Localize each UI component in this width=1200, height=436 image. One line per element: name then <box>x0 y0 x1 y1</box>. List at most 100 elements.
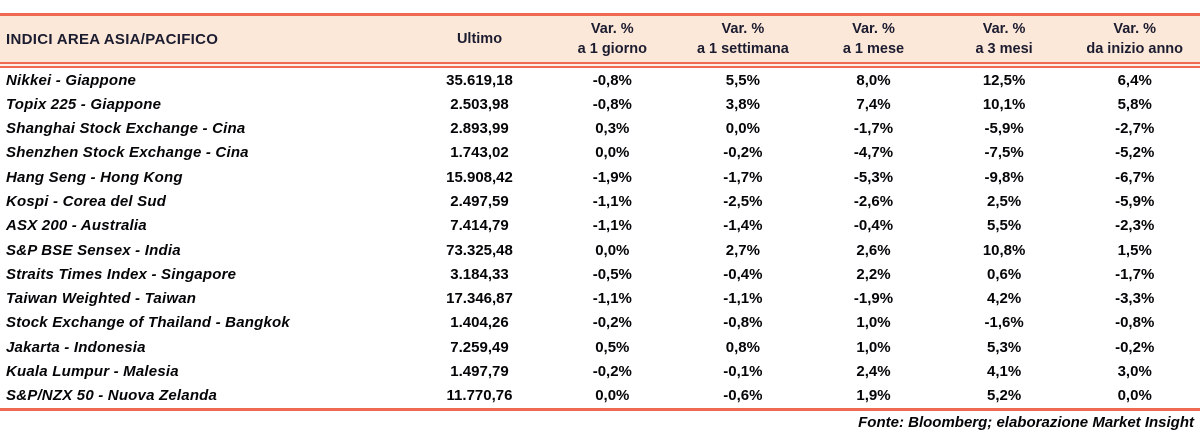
ultimo-cell: 2.893,99 <box>450 120 509 138</box>
var-1m-cell: 8,0% <box>856 71 891 89</box>
var-1w-cell: -0,6% <box>723 387 763 405</box>
table-bottom-border <box>0 408 1200 411</box>
column-header-var-1m: Var. % a 1 mese <box>808 19 939 59</box>
var-1d-cell: 0,5% <box>595 338 630 356</box>
var-ytd-cell: 1,5% <box>1117 241 1152 259</box>
index-name-cell: Hang Seng - Hong Kong <box>6 168 183 186</box>
index-name-cell: Kuala Lumpur - Malesia <box>6 363 179 381</box>
ultimo-cell: 1.497,79 <box>450 363 509 381</box>
ultimo-cell: 17.346,87 <box>446 290 513 308</box>
var-ytd-cell: -0,2% <box>1115 338 1155 356</box>
var-ytd-cell: 3,0% <box>1117 363 1152 381</box>
var-ytd-cell: 5,8% <box>1117 95 1152 113</box>
index-name-cell: ASX 200 - Australia <box>6 217 147 235</box>
var-ytd-cell: -2,3% <box>1115 217 1155 235</box>
var-3m-cell: -9,8% <box>984 168 1024 186</box>
var-1w-cell: 5,5% <box>725 71 760 89</box>
table-row: S&P BSE Sensex - India 73.325,48 0,0% 2,… <box>0 238 1200 262</box>
var-period: a 1 giorno <box>577 41 647 57</box>
var-1d-cell: -1,9% <box>592 168 632 186</box>
var-1m-cell: -0,4% <box>853 217 894 235</box>
var-1w-cell: 3,8% <box>725 95 760 113</box>
var-3m-cell: 10,1% <box>982 95 1026 113</box>
var-3m-cell: -7,5% <box>984 144 1024 162</box>
var-1w-cell: 2,7% <box>725 241 760 259</box>
var-1d-cell: -1,1% <box>592 290 632 308</box>
var-1w-cell: -1,7% <box>723 168 763 186</box>
var-period: a 3 mesi <box>975 41 1033 57</box>
var-ytd-cell: 0,0% <box>1117 387 1152 405</box>
var-1d-cell: -0,2% <box>592 363 632 381</box>
var-1d-cell: -0,8% <box>592 95 632 113</box>
index-name-cell: S&P/NZX 50 - Nuova Zelanda <box>6 387 218 405</box>
var-3m-cell: 5,3% <box>986 338 1022 356</box>
var-ytd-cell: -6,7% <box>1115 168 1155 186</box>
var-1d-cell: -1,1% <box>592 193 632 211</box>
var-1w-cell: 0,8% <box>725 338 760 356</box>
var-1m-cell: -4,7% <box>853 144 894 162</box>
var-1w-cell: -0,2% <box>723 144 763 162</box>
var-ytd-cell: -1,7% <box>1115 265 1155 283</box>
var-label: Var. % <box>982 21 1026 37</box>
table-row: Stock Exchange of Thailand - Bangkok 1.4… <box>0 311 1200 335</box>
table-body: Nikkei - Giappone 35.619,18 -0,8% 5,5% 8… <box>0 68 1200 408</box>
var-3m-cell: 2,5% <box>986 193 1022 211</box>
var-period: a 1 settimana <box>696 41 789 57</box>
column-header-var-1w: Var. % a 1 settimana <box>678 19 809 59</box>
var-1d-cell: 0,0% <box>595 387 630 405</box>
table-row: Hang Seng - Hong Kong 15.908,42 -1,9% -1… <box>0 165 1200 189</box>
index-name-cell: Shanghai Stock Exchange - Cina <box>6 120 246 138</box>
var-3m-cell: -1,6% <box>984 314 1024 332</box>
var-3m-cell: 5,2% <box>986 387 1022 405</box>
ultimo-cell: 2.503,98 <box>450 95 509 113</box>
var-1d-cell: -0,2% <box>592 314 632 332</box>
var-3m-cell: 5,5% <box>986 217 1022 235</box>
var-3m-cell: 0,6% <box>986 265 1022 283</box>
var-1d-cell: -0,8% <box>592 71 632 89</box>
var-1m-cell: 2,6% <box>856 241 891 259</box>
var-1m-cell: -2,6% <box>853 193 894 211</box>
ultimo-cell: 1.743,02 <box>450 144 509 162</box>
table-row: Straits Times Index - Singapore 3.184,33… <box>0 262 1200 286</box>
table-header-row: INDICI AREA ASIA/PACIFICO Ultimo Var. % … <box>0 13 1200 64</box>
table-title: INDICI AREA ASIA/PACIFICO <box>6 30 219 48</box>
var-period: a 1 mese <box>842 41 905 57</box>
var-1d-cell: 0,0% <box>595 144 630 162</box>
ultimo-cell: 7.414,79 <box>450 217 509 235</box>
index-name-cell: Jakarta - Indonesia <box>6 338 146 356</box>
index-name-cell: Straits Times Index - Singapore <box>6 265 237 283</box>
table-row: ASX 200 - Australia 7.414,79 -1,1% -1,4%… <box>0 214 1200 238</box>
var-1m-cell: 2,2% <box>856 265 891 283</box>
table-row: Kuala Lumpur - Malesia 1.497,79 -0,2% -0… <box>0 359 1200 383</box>
index-name-cell: Stock Exchange of Thailand - Bangkok <box>6 314 290 332</box>
var-ytd-cell: -0,8% <box>1115 314 1155 332</box>
var-1w-cell: -0,8% <box>723 314 763 332</box>
ultimo-cell: 3.184,33 <box>450 265 509 283</box>
source-note: Fonte: Bloomberg; elaborazione Market In… <box>858 414 1194 431</box>
var-ytd-cell: -5,9% <box>1115 193 1155 211</box>
var-ytd-cell: -2,7% <box>1115 120 1155 138</box>
index-name-cell: Taiwan Weighted - Taiwan <box>6 290 197 308</box>
column-header-var-3m: Var. % a 3 mesi <box>939 19 1070 59</box>
header-double-border-line <box>0 66 1200 68</box>
var-1w-cell: -2,5% <box>723 193 763 211</box>
var-1m-cell: 1,0% <box>856 314 891 332</box>
table-row: Nikkei - Giappone 35.619,18 -0,8% 5,5% 8… <box>0 68 1200 92</box>
var-1m-cell: -1,9% <box>853 290 894 308</box>
var-1m-cell: -1,7% <box>853 120 894 138</box>
var-ytd-cell: -5,2% <box>1115 144 1155 162</box>
var-1m-cell: 7,4% <box>856 95 891 113</box>
index-name-cell: Nikkei - Giappone <box>6 71 137 89</box>
header-double-border-gap <box>0 64 1200 66</box>
table-row: S&P/NZX 50 - Nuova Zelanda 11.770,76 0,0… <box>0 384 1200 408</box>
table-row: Topix 225 - Giappone 2.503,98 -0,8% 3,8%… <box>0 92 1200 116</box>
table-row: Taiwan Weighted - Taiwan 17.346,87 -1,1%… <box>0 287 1200 311</box>
ultimo-cell: 35.619,18 <box>446 71 513 89</box>
var-1d-cell: -1,1% <box>592 217 632 235</box>
index-name-cell: Kospi - Corea del Sud <box>6 193 167 211</box>
var-1w-cell: 0,0% <box>725 120 760 138</box>
table-row: Kospi - Corea del Sud 2.497,59 -1,1% -2,… <box>0 189 1200 213</box>
var-1d-cell: 0,0% <box>595 241 630 259</box>
var-label: Var. % <box>590 21 634 37</box>
column-header-ultimo: Ultimo <box>456 31 503 47</box>
